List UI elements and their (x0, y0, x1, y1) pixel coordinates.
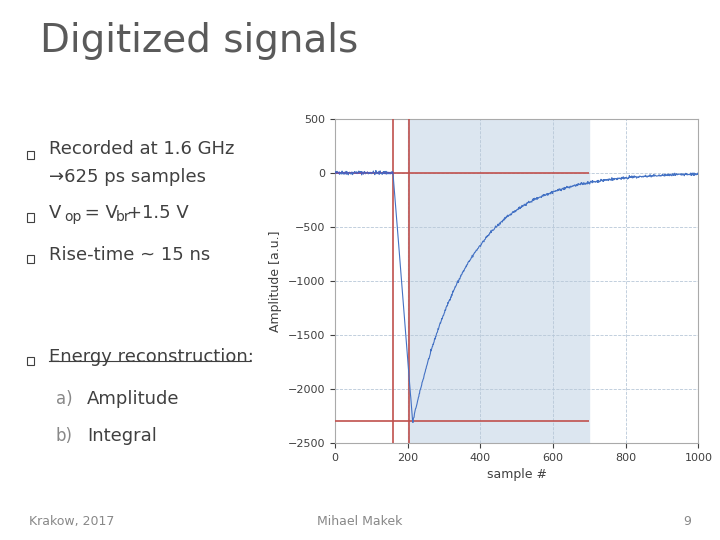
Text: Energy reconstruction:: Energy reconstruction: (49, 348, 254, 366)
Bar (408, 119, 589, 443)
Text: +1.5 V: +1.5 V (127, 205, 189, 222)
Text: a): a) (55, 390, 72, 408)
Text: Digitized signals: Digitized signals (40, 22, 358, 59)
Text: br: br (116, 210, 130, 224)
Text: Integral: Integral (87, 428, 157, 445)
Y-axis label: Amplitude [a.u.]: Amplitude [a.u.] (269, 230, 282, 332)
X-axis label: sample #: sample # (487, 468, 546, 481)
Text: op: op (65, 210, 82, 224)
Text: Amplitude: Amplitude (87, 390, 180, 408)
Text: Recorded at 1.6 GHz: Recorded at 1.6 GHz (49, 140, 235, 158)
Text: Krakow, 2017: Krakow, 2017 (29, 515, 114, 528)
Text: = V: = V (79, 205, 118, 222)
Text: V: V (49, 205, 62, 222)
Text: Mihael Makek: Mihael Makek (318, 515, 402, 528)
Text: →625 ps samples: →625 ps samples (49, 168, 206, 186)
Text: Rise-time ~ 15 ns: Rise-time ~ 15 ns (49, 246, 210, 264)
Text: b): b) (55, 428, 73, 445)
Text: 9: 9 (683, 515, 691, 528)
